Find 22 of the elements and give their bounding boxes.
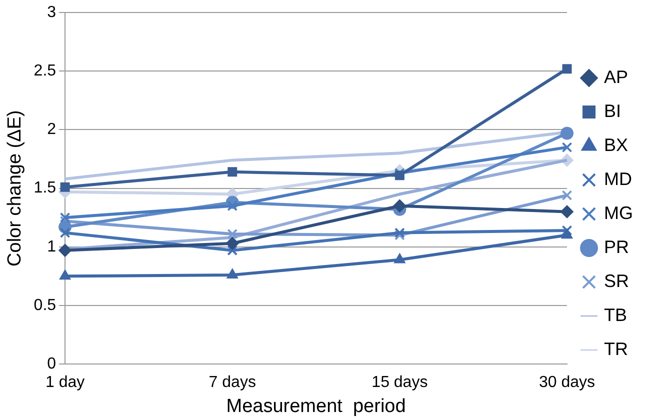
legend-label: TB bbox=[604, 304, 628, 325]
legend-label: PR bbox=[604, 236, 630, 257]
legend-label: SR bbox=[604, 270, 630, 291]
y-axis-title: Color change (ΔE) bbox=[4, 110, 26, 266]
y-tick-label: 1 bbox=[47, 238, 56, 256]
x-tick-label: 1 day bbox=[45, 374, 85, 392]
legend-label: BX bbox=[604, 134, 628, 155]
legend-label: MG bbox=[604, 202, 634, 223]
y-tick-label: 0.5 bbox=[34, 296, 56, 314]
x-tick-label: 15 days bbox=[372, 374, 428, 392]
legend-label: BI bbox=[604, 100, 622, 121]
y-tick-label: 1.5 bbox=[34, 180, 56, 197]
y-tick-label: 2.5 bbox=[34, 62, 56, 80]
x-tick-label: 30 days bbox=[538, 374, 596, 392]
legend-label: MD bbox=[604, 168, 632, 189]
x-axis-title: Measurement period bbox=[226, 396, 406, 417]
x-tick-label: 7 days bbox=[208, 374, 256, 392]
y-tick-label: 3 bbox=[47, 4, 56, 22]
legend-label: AP bbox=[604, 66, 628, 87]
y-tick-label: 2 bbox=[47, 121, 56, 138]
y-tick-label: 0 bbox=[47, 355, 56, 372]
legend-label: TR bbox=[604, 338, 628, 359]
